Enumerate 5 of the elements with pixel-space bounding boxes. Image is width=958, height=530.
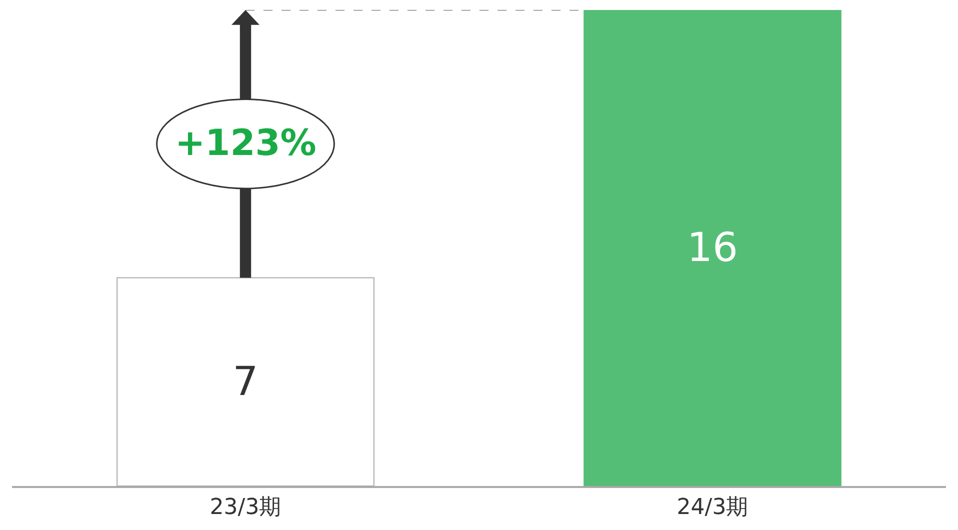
annotation: +123% — [175, 123, 316, 164]
data-label: 7 — [232, 358, 258, 405]
x-tick-label: 24/3期 — [676, 495, 748, 520]
data-label: 16 — [687, 225, 738, 271]
x-tick-label: 23/3期 — [210, 495, 282, 520]
